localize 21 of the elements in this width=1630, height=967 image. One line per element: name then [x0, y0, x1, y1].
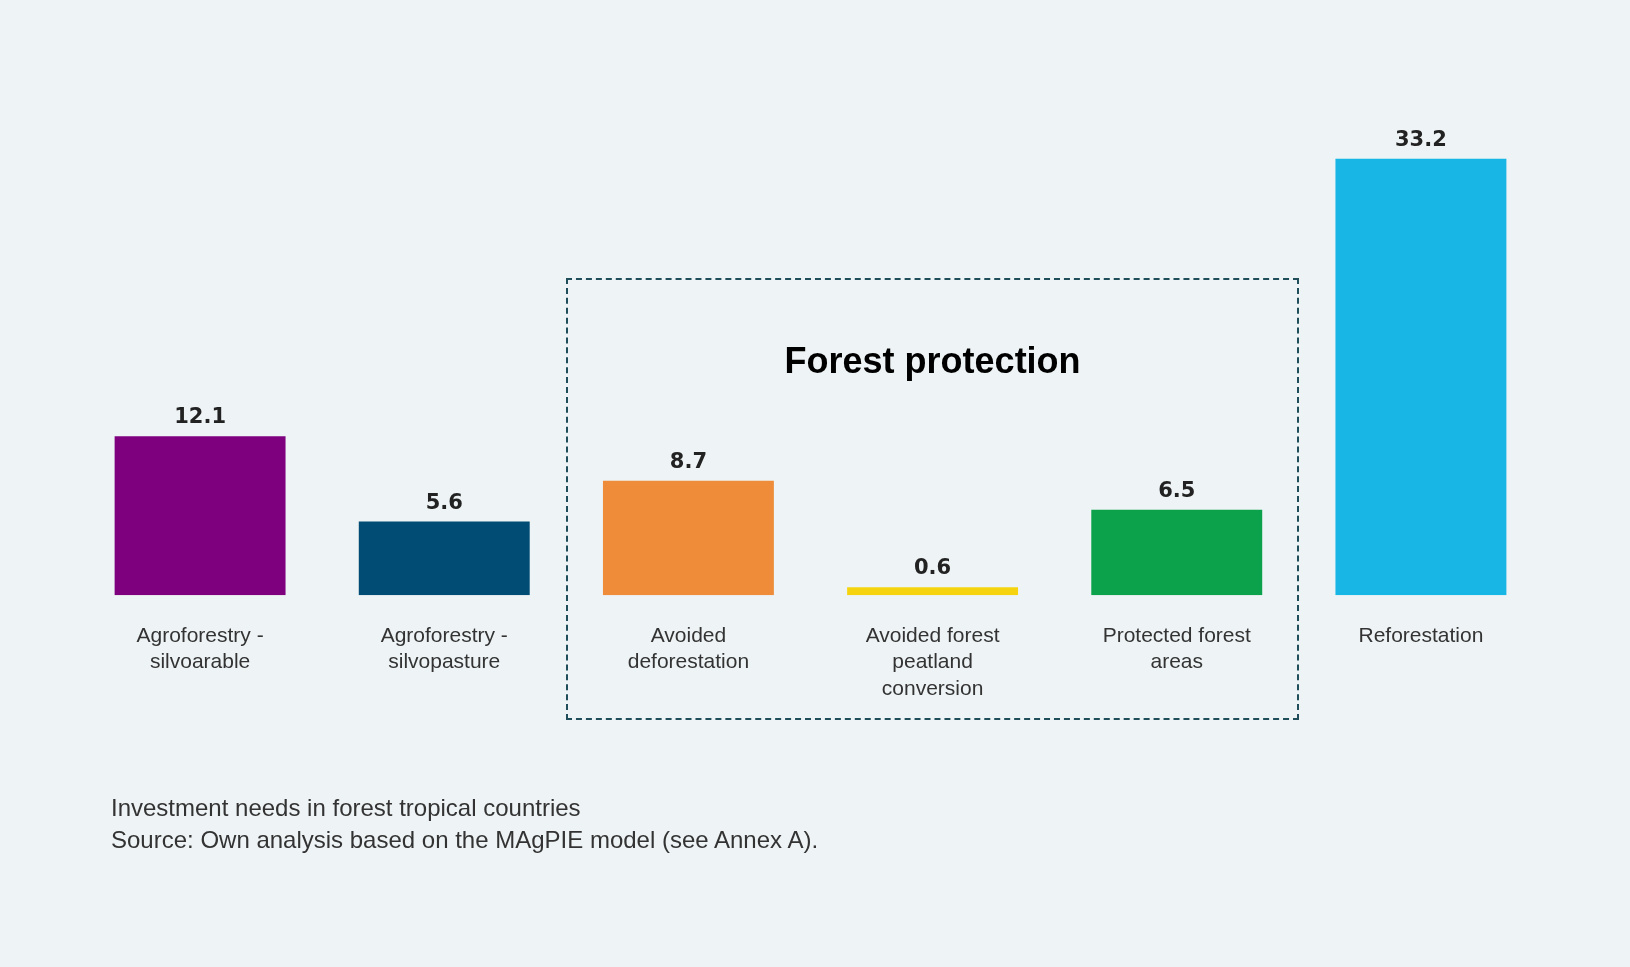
data-label: 8.7 [669, 448, 708, 473]
bar [358, 521, 530, 596]
data-label: 0.6 [913, 555, 952, 580]
x-tick-label: Avoided forest peatland conversion [865, 623, 1000, 699]
x-tick-label: Avoided deforestation [627, 623, 750, 673]
data-label: 12.1 [174, 404, 226, 429]
bar [847, 587, 1019, 596]
bar [1335, 158, 1507, 596]
x-tick-label: Agroforestry - silvopasture [380, 623, 508, 673]
bar [1091, 509, 1263, 596]
annotation: Forest protection [784, 339, 1081, 381]
data-label: 6.5 [1158, 477, 1196, 502]
x-tick-label: Protected forest areas [1102, 623, 1252, 673]
source-note: Source: Own analysis based on the MAgPIE model (see Annex A). [111, 825, 819, 855]
data-label: 33.2 [1395, 126, 1447, 151]
bar [114, 436, 286, 596]
bar [602, 480, 774, 596]
x-tick-label: Reforestation [1358, 623, 1484, 647]
data-label: 5.6 [425, 489, 463, 514]
x-tick-label: Agroforestry - silvoarable [136, 623, 264, 673]
text: Investment needs in forest tropical countries [111, 793, 582, 823]
